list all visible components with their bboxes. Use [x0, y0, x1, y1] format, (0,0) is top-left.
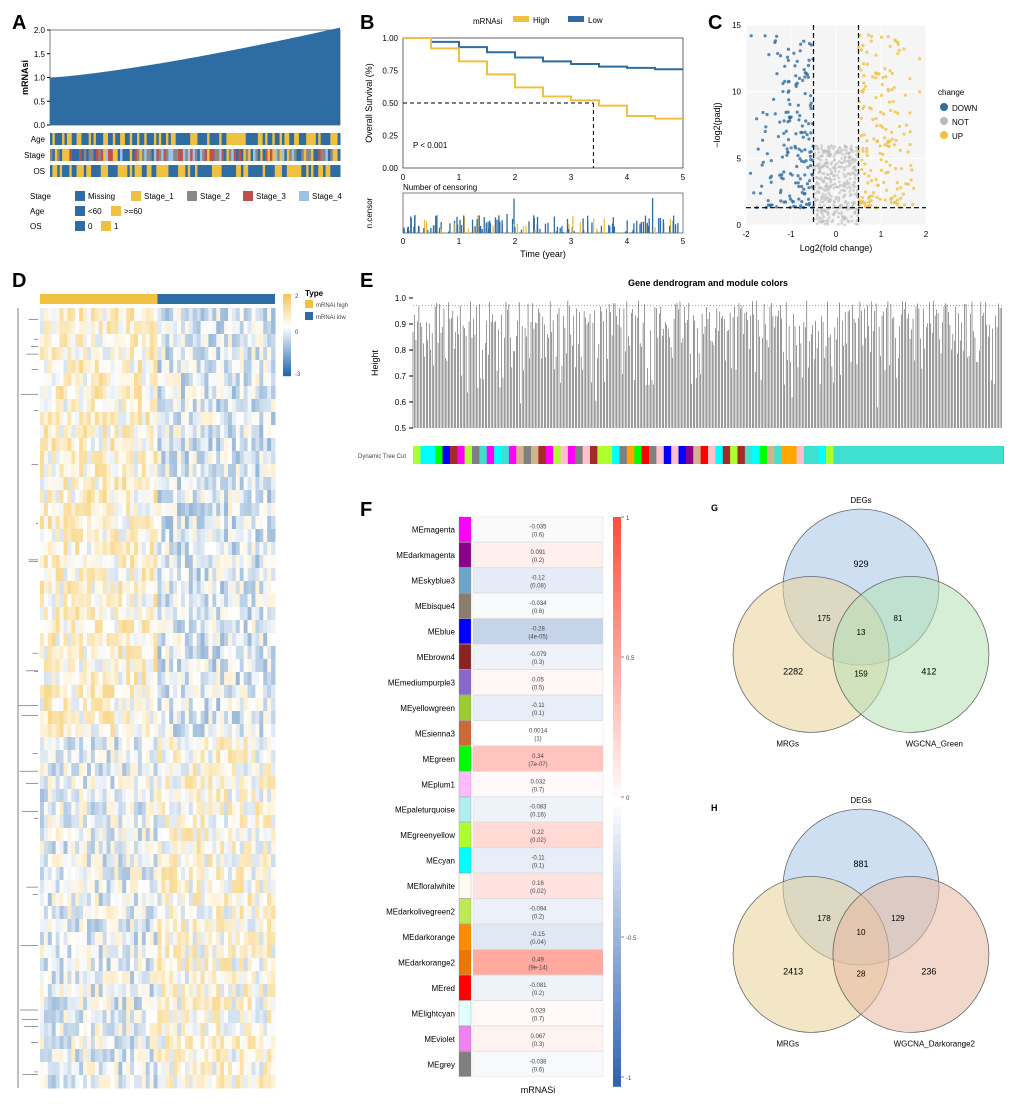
svg-text:NOT: NOT	[952, 118, 969, 127]
svg-text:0.25: 0.25	[382, 132, 398, 141]
svg-text:Log2(fold change): Log2(fold change)	[800, 243, 873, 253]
svg-text:mRNAsi: mRNAsi	[473, 17, 503, 26]
svg-text:1.5: 1.5	[34, 50, 46, 59]
svg-text:4: 4	[625, 173, 630, 182]
svg-text:Low: Low	[588, 16, 603, 25]
svg-text:2: 2	[513, 237, 518, 246]
svg-text:0: 0	[834, 230, 839, 239]
svg-text:2.0: 2.0	[34, 26, 46, 35]
panel-gh: GDEGsMRGsWGCNA_Green92922824121758115913…	[706, 497, 1016, 1108]
svg-text:P < 0.001: P < 0.001	[413, 141, 448, 150]
panel-f-svg: MEmagenta-0.035(0.6)MEdarkmagenta0.091(0…	[358, 497, 698, 1107]
svg-text:−log2(padj): −log2(padj)	[712, 102, 722, 147]
svg-text:5: 5	[681, 173, 686, 182]
svg-text:0.50: 0.50	[382, 99, 398, 108]
panel-c: C -2 -1 0 1 2 0 5 10 15 Log2(fold change) −log2(pa…	[706, 10, 1016, 260]
svg-text:0: 0	[737, 221, 742, 230]
svg-text:mRNAsi: mRNAsi	[20, 60, 30, 95]
svg-text:2: 2	[513, 173, 518, 182]
panel-a: A 0.0 0.5 1.0 1.5 2.0 mRNAsi Age Stage OS Stage Mi…	[10, 10, 350, 260]
panel-d: D 20-3TypemRNAi highmRNAi low	[10, 268, 350, 1108]
svg-text:Stage_3: Stage_3	[256, 192, 286, 201]
panel-f-label: F	[360, 499, 372, 522]
svg-text:3: 3	[569, 237, 574, 246]
svg-text:<60: <60	[88, 207, 102, 216]
panel-a-label: A	[12, 12, 26, 35]
svg-text:Overall Survival (%): Overall Survival (%)	[364, 63, 374, 143]
panel-f: F MEmagenta-0.035(0.6)MEdarkmagenta0.091…	[358, 497, 698, 1108]
svg-text:n.censor: n.censor	[365, 197, 374, 228]
svg-text:0.75: 0.75	[382, 67, 398, 76]
svg-text:UP: UP	[952, 132, 963, 141]
svg-text:Age: Age	[31, 135, 46, 144]
figure-grid: A 0.0 0.5 1.0 1.5 2.0 mRNAsi Age Stage OS Stage Mi…	[10, 10, 1010, 1108]
panel-e: E Gene dendrogram and module colors0.50.…	[358, 268, 1016, 489]
panel-c-svg: -2 -1 0 1 2 0 5 10 15 Log2(fold change) −log2(padj…	[706, 10, 1016, 260]
svg-text:Number of censoring: Number of censoring	[403, 183, 477, 192]
svg-text:-2: -2	[742, 230, 750, 239]
panel-gh-svg: GDEGsMRGsWGCNA_Green92922824121758115913…	[706, 497, 1016, 1107]
panel-e-svg: Gene dendrogram and module colors0.50.60…	[358, 268, 1018, 488]
panel-a-svg: 0.0 0.5 1.0 1.5 2.0 mRNAsi Age Stage OS Stage Miss…	[10, 10, 350, 260]
svg-text:1: 1	[879, 230, 884, 239]
svg-text:0: 0	[88, 222, 93, 231]
svg-text:0: 0	[401, 173, 406, 182]
svg-text:0.00: 0.00	[382, 164, 398, 173]
svg-text:Stage: Stage	[24, 151, 45, 160]
svg-text:Age: Age	[30, 207, 45, 216]
panel-e-label: E	[360, 270, 373, 293]
svg-text:Time (year): Time (year)	[520, 249, 566, 259]
svg-text:Missing: Missing	[88, 192, 115, 201]
svg-text:4: 4	[625, 237, 630, 246]
svg-text:Stage_1: Stage_1	[144, 192, 174, 201]
svg-text:>=60: >=60	[124, 207, 143, 216]
svg-text:-1: -1	[787, 230, 795, 239]
svg-text:0.5: 0.5	[34, 97, 46, 106]
panel-c-label: C	[708, 12, 722, 35]
svg-text:1: 1	[457, 173, 462, 182]
svg-text:1.00: 1.00	[382, 34, 398, 43]
svg-text:DOWN: DOWN	[952, 104, 978, 113]
panel-d-svg: 20-3TypemRNAi highmRNAi low	[10, 268, 350, 1108]
svg-text:2: 2	[924, 230, 929, 239]
svg-text:1: 1	[457, 237, 462, 246]
svg-text:Stage: Stage	[30, 192, 51, 201]
svg-text:5: 5	[737, 154, 742, 163]
svg-text:Stage_2: Stage_2	[200, 192, 230, 201]
svg-text:High: High	[533, 16, 549, 25]
svg-text:3: 3	[569, 173, 574, 182]
svg-text:change: change	[938, 88, 965, 97]
svg-text:0.0: 0.0	[34, 121, 46, 130]
panel-b-svg: mRNAsi High Low 0.00 0.25 0.50 0.75 1.00 0 1 2 3 4 5 P…	[358, 10, 698, 260]
svg-text:0: 0	[401, 237, 406, 246]
svg-text:15: 15	[732, 21, 741, 30]
svg-text:Stage_4: Stage_4	[312, 192, 342, 201]
svg-text:OS: OS	[33, 167, 45, 176]
panel-b: B mRNAsi High Low 0.00 0.25 0.50 0.75 1.00 0 1 2 3 4…	[358, 10, 698, 260]
panel-b-label: B	[360, 12, 374, 35]
svg-text:OS: OS	[30, 222, 42, 231]
svg-text:5: 5	[681, 237, 686, 246]
svg-text:1.0: 1.0	[34, 74, 46, 83]
svg-text:1: 1	[114, 222, 119, 231]
svg-text:10: 10	[732, 88, 741, 97]
panel-d-label: D	[12, 270, 26, 293]
